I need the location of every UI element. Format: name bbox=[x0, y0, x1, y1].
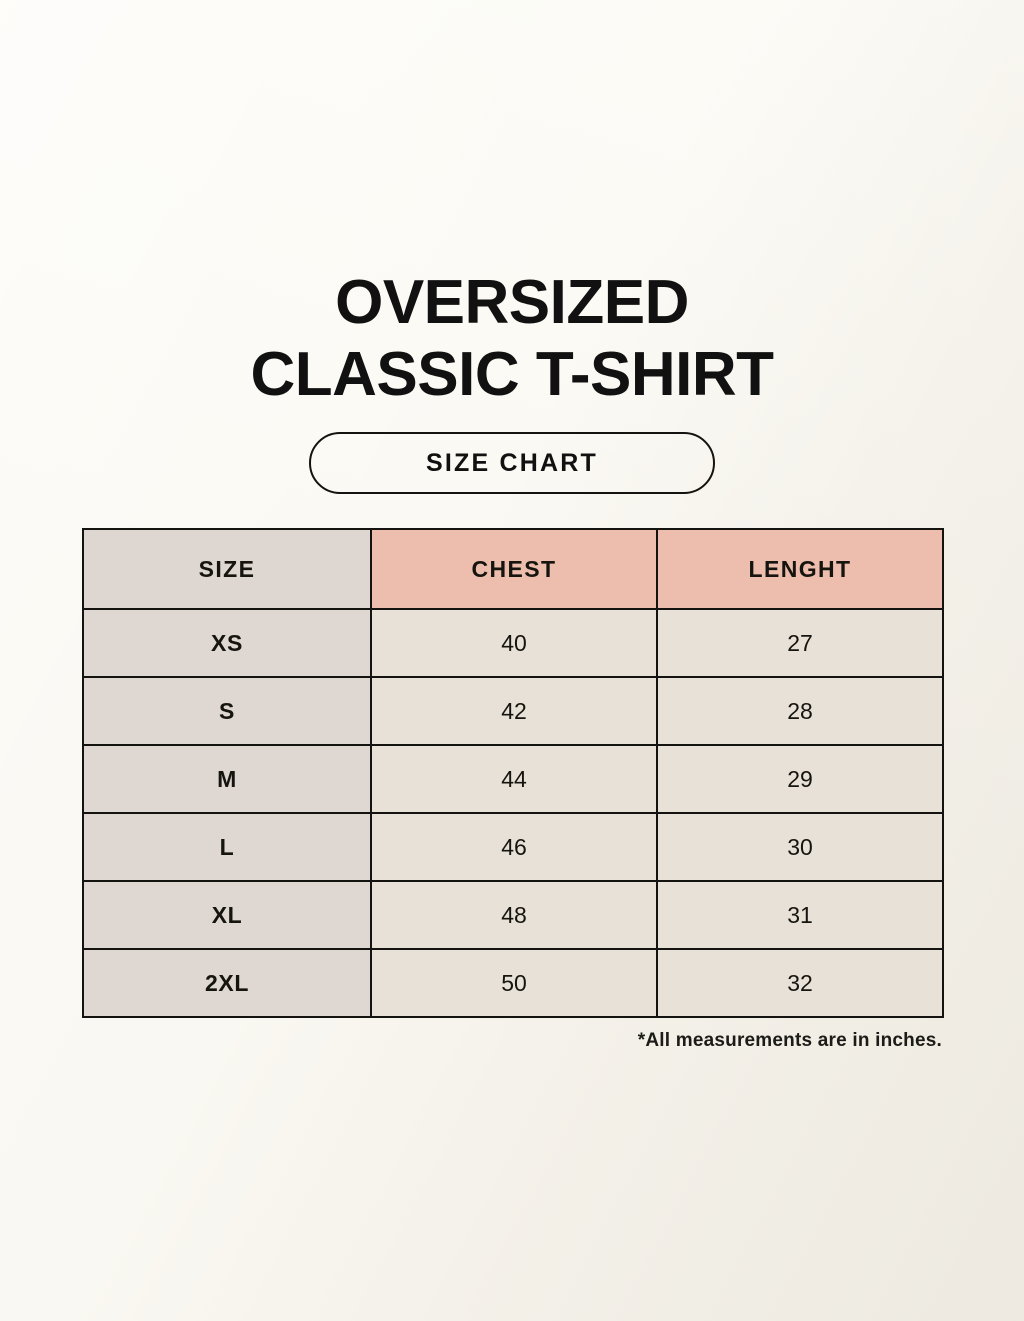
cell-size: 2XL bbox=[82, 948, 372, 1018]
table-header-row: SIZE CHEST LENGHT bbox=[82, 528, 944, 610]
cell-length: 31 bbox=[656, 880, 944, 950]
size-chart-badge: SIZE CHART bbox=[309, 432, 715, 494]
column-header-length: LENGHT bbox=[656, 528, 944, 610]
cell-length: 27 bbox=[656, 608, 944, 678]
cell-chest: 42 bbox=[370, 676, 658, 746]
cell-size: S bbox=[82, 676, 372, 746]
size-table-body: XS 40 27 S 42 28 M 44 29 L 46 30 bbox=[82, 608, 944, 1018]
cell-chest: 50 bbox=[370, 948, 658, 1018]
page-title: OVERSIZED CLASSIC T-SHIRT bbox=[0, 272, 1024, 406]
table-row: XS 40 27 bbox=[82, 608, 944, 678]
size-table: SIZE CHEST LENGHT XS 40 27 S 42 28 M bbox=[82, 528, 944, 1018]
size-chart-badge-container: SIZE CHART bbox=[0, 432, 1024, 494]
cell-size: M bbox=[82, 744, 372, 814]
table-row: M 44 29 bbox=[82, 744, 944, 814]
cell-length: 30 bbox=[656, 812, 944, 882]
page-title-line-2: CLASSIC T-SHIRT bbox=[250, 340, 774, 409]
cell-size: L bbox=[82, 812, 372, 882]
size-table-container: SIZE CHEST LENGHT XS 40 27 S 42 28 M bbox=[82, 528, 944, 1018]
cell-length: 29 bbox=[656, 744, 944, 814]
cell-size: XL bbox=[82, 880, 372, 950]
column-header-size: SIZE bbox=[82, 528, 372, 610]
measurements-footnote: *All measurements are in inches. bbox=[637, 1030, 942, 1051]
cell-chest: 44 bbox=[370, 744, 658, 814]
cell-chest: 48 bbox=[370, 880, 658, 950]
cell-length: 28 bbox=[656, 676, 944, 746]
column-header-chest: CHEST bbox=[370, 528, 658, 610]
cell-length: 32 bbox=[656, 948, 944, 1018]
cell-size: XS bbox=[82, 608, 372, 678]
size-table-head: SIZE CHEST LENGHT bbox=[82, 528, 944, 610]
table-row: S 42 28 bbox=[82, 676, 944, 746]
table-row: L 46 30 bbox=[82, 812, 944, 882]
cell-chest: 46 bbox=[370, 812, 658, 882]
table-row: 2XL 50 32 bbox=[82, 948, 944, 1018]
table-row: XL 48 31 bbox=[82, 880, 944, 950]
page-title-line-1: OVERSIZED bbox=[335, 268, 689, 337]
cell-chest: 40 bbox=[370, 608, 658, 678]
